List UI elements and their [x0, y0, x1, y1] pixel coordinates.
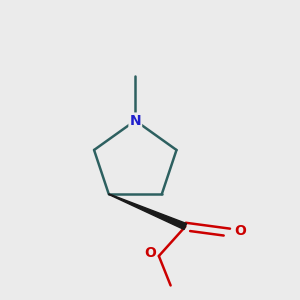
Text: N: N	[130, 114, 141, 128]
Text: O: O	[234, 224, 246, 238]
Polygon shape	[109, 194, 187, 230]
Text: O: O	[144, 246, 156, 260]
